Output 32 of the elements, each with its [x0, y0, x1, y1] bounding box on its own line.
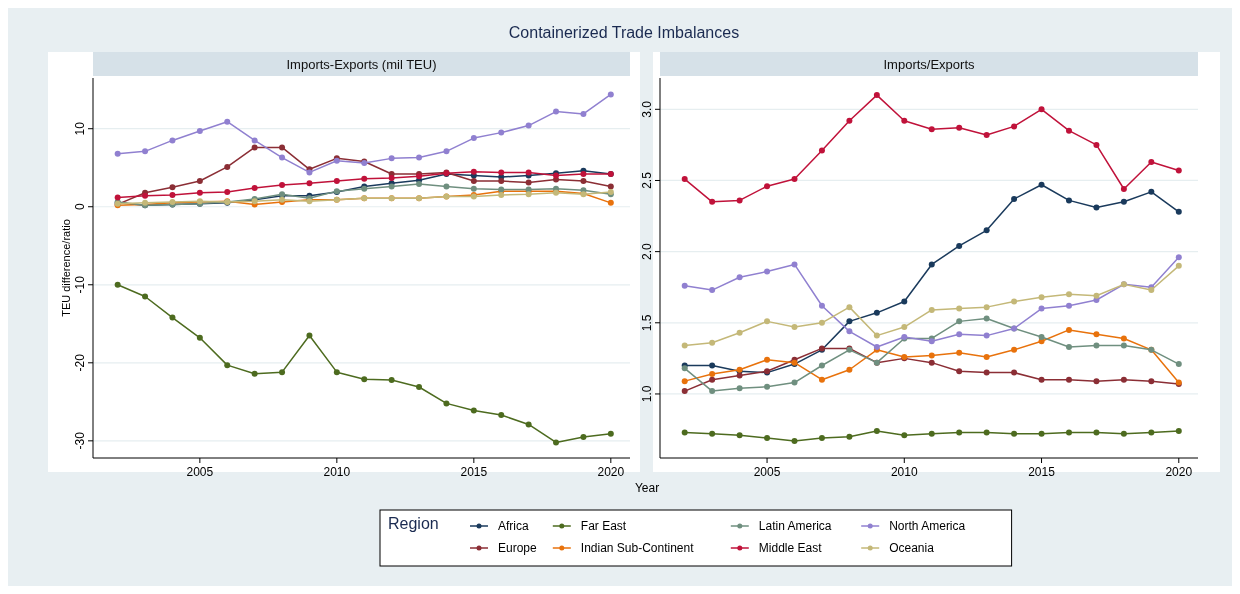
legend-label: Latin America	[758, 519, 832, 533]
x-tick-label: 2020	[597, 465, 625, 479]
y-axis-title: TEU difference/ratio	[60, 219, 72, 317]
legend-label: North America	[889, 519, 966, 533]
x-tick-label: 2015	[460, 465, 488, 479]
x-tick-label: 2010	[890, 465, 918, 479]
x-tick-label: 2010	[323, 465, 351, 479]
x-tick-label: 2005	[753, 465, 781, 479]
legend-label: Indian Sub-Continent	[580, 541, 695, 555]
y-tick-label: 1.0	[640, 385, 654, 403]
legend-label: Far East	[580, 519, 627, 533]
y-tick-label: -10	[73, 275, 87, 294]
y-tick-label: -20	[73, 353, 87, 372]
y-tick-label: 2.0	[640, 242, 654, 260]
y-tick-label: -30	[73, 431, 87, 450]
legend-label: Europe	[498, 541, 538, 555]
y-tick-label: 3.0	[640, 100, 654, 118]
y-tick-label: 0	[73, 203, 87, 211]
x-tick-label: 2020	[1165, 465, 1193, 479]
x-tick-label: 2015	[1028, 465, 1056, 479]
y-tick-label: 1.5	[640, 314, 654, 332]
legend-label: Oceania	[889, 541, 935, 555]
chart-title: Containerized Trade Imbalances	[508, 24, 740, 41]
y-tick-label: 10	[73, 121, 87, 136]
legend-label: Middle East	[758, 541, 823, 555]
chart-subtitle: Imports-Exports (mil TEU)	[286, 57, 437, 72]
chart-subtitle: Imports/Exports	[883, 57, 976, 72]
x-tick-label: 2005	[186, 465, 214, 479]
x-axis-title: Year	[634, 481, 660, 495]
legend-label: Africa	[498, 519, 529, 533]
y-tick-label: 2.5	[640, 171, 654, 189]
legend-title: Region	[388, 515, 439, 532]
